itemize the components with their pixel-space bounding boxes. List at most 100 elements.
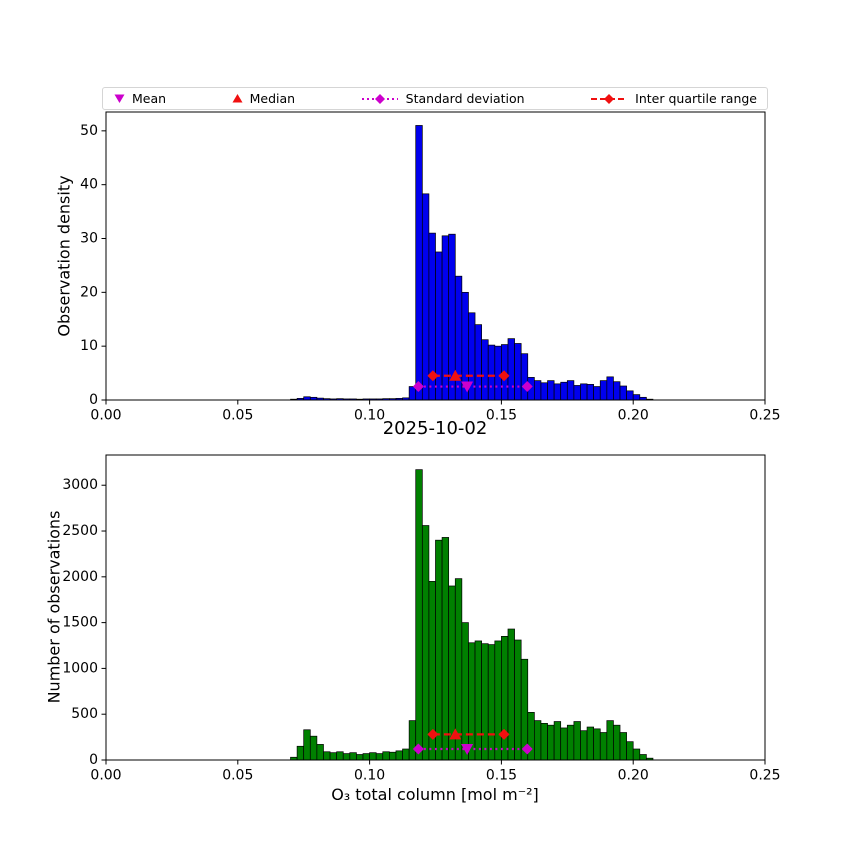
histogram-bar [619,385,627,401]
histogram-bar [461,622,469,761]
x-tick-label: 0.15 [486,408,517,424]
iqr-endpoint-marker [427,728,439,740]
legend-item-median: Median [231,91,295,106]
mean-triangle-down-icon [114,94,125,103]
y-tick-label: 1000 [62,660,98,676]
histogram-bar [606,376,614,401]
y-tick-label: 0 [89,392,98,408]
x-tick-label: 0.10 [354,768,385,784]
histogram-bar [481,643,489,761]
median-marker [449,728,462,740]
histogram-bar [481,339,489,401]
histogram-bar [487,344,496,401]
median-marker [449,369,462,381]
histogram-bar [494,640,502,761]
histogram-bar [309,735,318,761]
histogram-bar [639,754,647,761]
histogram-bar [566,724,575,761]
y-tick-label: 10 [80,338,98,354]
histogram-bar [533,720,542,761]
legend-label-mean: Mean [132,91,167,106]
y-tick-label: 1500 [62,615,98,631]
x-tick-label: 0.05 [222,408,253,424]
histogram-bar [408,720,417,761]
histogram-bar [606,720,614,761]
histogram-bar [336,751,344,761]
legend-label-interquartile-range: Inter quartile range [635,91,757,106]
histogram-bar [514,639,522,761]
x-tick-label: 0.10 [354,408,385,424]
xlabel-o3-total-column: O₃ total column [mol m⁻²] [331,785,539,804]
histogram-bar [296,745,305,761]
histogram-bar [323,751,331,761]
y-tick-label: 2500 [62,523,98,539]
histogram-bar [613,381,621,401]
histogram-bar [613,724,621,761]
y-tick-label: 20 [80,284,98,300]
legend-label-standard-deviation: Standard deviation [405,91,525,106]
y-tick-label: 2000 [62,569,98,585]
x-tick-label: 0.15 [486,768,517,784]
histogram-bar [626,741,634,761]
histogram-bar [560,727,568,761]
x-tick-label: 0.05 [222,768,253,784]
histogram-bar [316,744,324,761]
histogram-bar [362,753,370,761]
y-tick-label: 40 [80,177,98,193]
y-tick-label: 0 [89,752,98,768]
x-tick-label: 0.25 [749,408,780,424]
histogram-bar [356,754,364,761]
histogram-bar [632,748,641,761]
histogram-bar [329,752,337,761]
x-tick-label: 0.25 [749,768,780,784]
histogram-bar [421,525,430,761]
histogram-bar [468,642,476,761]
histogram-bar [599,732,608,761]
histogram-bar [375,753,384,761]
histogram-bar [580,730,588,761]
histogram-bar [303,729,311,761]
x-tick-label: 0.20 [618,768,649,784]
axes-frame [105,454,766,761]
std-deviation-dotted-line-icon [361,93,398,104]
histogram-bar [474,640,482,761]
histogram-bar [421,193,430,401]
histogram-bar [494,345,502,401]
histogram-bar [342,753,351,761]
y-tick-label: 3000 [62,477,98,493]
histogram-bar [369,752,377,761]
std-deviation-endpoint-marker [521,381,533,393]
histogram-bar [547,724,555,761]
histogram-bar [566,380,575,401]
histogram-bar [619,732,627,761]
y-tick-label: 30 [80,231,98,247]
histogram-bar [454,275,463,401]
histogram-bar [593,728,601,761]
histogram-bar [514,343,522,401]
legend-label-median: Median [249,91,296,106]
histogram-bar [507,628,515,761]
y-tick-label: 50 [80,123,98,139]
histogram-bar [395,750,403,761]
histogram-bar [474,324,482,401]
histogram-bar [573,721,581,761]
legend-item-standard-deviation: Standard deviation [360,91,525,106]
histogram-bar [349,752,357,761]
legend: Mean Median Standard deviation Inter qua… [102,87,768,110]
iqr-dashed-line-icon [591,93,628,104]
axes-frame [105,111,766,401]
iqr-endpoint-marker [427,370,439,382]
x-tick-label: 0.20 [618,408,649,424]
histogram-bar [540,723,548,761]
x-tick-label: 0.00 [90,408,121,424]
x-tick-label: 0.00 [90,768,121,784]
histogram-bar [593,386,601,401]
iqr-endpoint-marker [498,370,510,382]
histogram-bar [435,251,443,401]
std-deviation-endpoint-marker [521,743,533,755]
histogram-bar [501,636,509,761]
histogram-bar [415,125,423,401]
histogram-bar [580,383,588,401]
